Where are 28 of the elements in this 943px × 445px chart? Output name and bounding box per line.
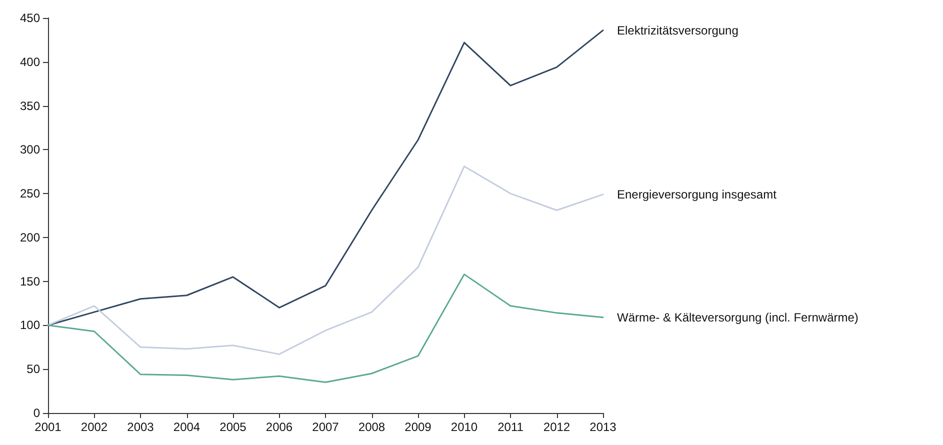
x-tick-label: 2012 [543, 420, 570, 434]
x-tick-label: 2003 [127, 420, 154, 434]
x-tick-label: 2004 [173, 420, 200, 434]
y-tick-label: 50 [26, 362, 40, 376]
x-tick-label: 2009 [404, 420, 432, 434]
y-tick-label: 400 [20, 54, 40, 69]
y-tick-label: 0 [33, 406, 40, 420]
series-label: Wärme- & Kälteversorgung (incl. Fernwärme) [617, 310, 858, 324]
y-tick-label: 150 [20, 274, 40, 288]
x-tick-label: 2007 [312, 420, 340, 434]
series-label: Elektrizitätsversorgung [617, 23, 738, 38]
x-tick-label: 2006 [266, 420, 293, 434]
y-tick-label: 450 [20, 11, 40, 25]
line-series [47, 166, 604, 355]
x-tick-label: 2011 [498, 420, 524, 434]
x-tick-label: 2013 [590, 420, 617, 434]
y-tick-label: 300 [20, 142, 40, 157]
x-tick-label: 2001 [34, 420, 62, 434]
y-tick-label: 200 [20, 230, 40, 244]
line-series [47, 274, 604, 384]
x-tick-label: 2002 [80, 420, 108, 434]
x-tick-label: 2008 [358, 420, 386, 434]
y-tick-label: 100 [20, 318, 40, 332]
y-tick-label: 250 [20, 186, 40, 201]
x-tick-label: 2010 [450, 420, 478, 434]
y-tick-label: 350 [20, 98, 40, 113]
x-tick-label: 2005 [220, 420, 247, 434]
series-label: Energieversorgung insgesamt [617, 187, 778, 202]
